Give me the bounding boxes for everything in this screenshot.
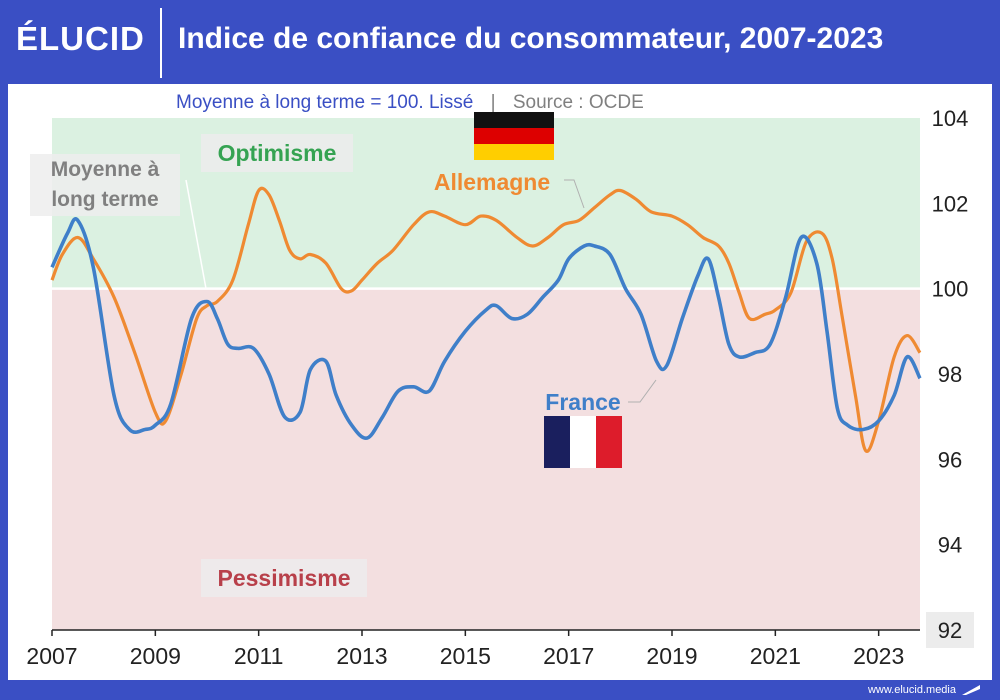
y-tick-label: 96 [938,447,962,472]
y-tick-bg [926,612,974,648]
chart-panel: 104 102 100 98 96 94 92 2007 2009 2011 2013 2015 20… [8,84,992,680]
chart-subtitle: Moyenne à long terme = 100. Lissé | Sour… [176,92,644,113]
y-axis-ticks: 104 102 100 98 96 94 92 [926,106,974,648]
reference-label-line1: Moyenne à [51,158,160,181]
series-label-allemagne: Allemagne [434,169,550,195]
x-tick-label: 2009 [130,643,181,669]
subtitle-main: Moyenne à long terme = 100. Lissé [176,92,473,113]
germany-flag-stripe [474,112,554,128]
x-tick-label: 2013 [336,643,387,669]
pessimism-zone [52,288,920,630]
elucid-mark-icon [962,685,980,695]
subtitle-separator: | [491,92,496,113]
subtitle-source: Source : OCDE [513,92,644,113]
x-tick-label: 2011 [234,643,283,669]
pessimism-label-background [201,559,367,597]
france-flag-stripe [596,416,622,468]
header-divider [160,8,162,78]
x-tick-label: 2017 [543,643,594,669]
france-flag-stripe [570,416,596,468]
france-flag-stripe [544,416,570,468]
y-tick-label: 102 [932,191,969,216]
series-line-allemagne [50,186,922,453]
reference-label-background [30,154,180,216]
germany-flag-stripe [474,144,554,160]
germany-flag-icon [474,112,554,160]
reference-label-line2: long terme [51,188,158,211]
elucid-logo: ÉLUCID [16,20,145,57]
allemagne-leader-line [564,179,585,209]
france-flag-icon [544,416,622,468]
reference-leader-line [185,179,207,289]
series-line-france [50,217,922,440]
y-tick-label: 98 [938,362,962,387]
y-tick-label: 92 [938,618,962,643]
optimism-label: Optimisme [218,140,337,166]
y-tick-label: 104 [932,106,969,131]
y-tick-label: 100 [932,277,969,302]
x-tick-label: 2015 [440,643,491,669]
france-leader-line [628,379,657,403]
chart-title: Indice de confiance du consommateur, 200… [178,22,884,55]
y-tick-label: 94 [938,533,962,558]
series-label-france: France [545,389,620,415]
x-tick-label: 2021 [750,643,801,669]
footer-url[interactable]: www.elucid.media [867,684,956,696]
x-tick-label: 2007 [26,643,77,669]
germany-flag-stripe [474,128,554,144]
x-tick-label: 2023 [853,643,904,669]
pessimism-label: Pessimisme [218,565,351,591]
x-axis-ticks: 2007 2009 2011 2013 2015 2017 2019 2021 2023 [26,630,904,669]
header: ÉLUCID Indice de confiance du consommate… [0,0,1000,84]
x-tick-label: 2019 [646,643,697,669]
optimism-label-background [201,134,353,172]
